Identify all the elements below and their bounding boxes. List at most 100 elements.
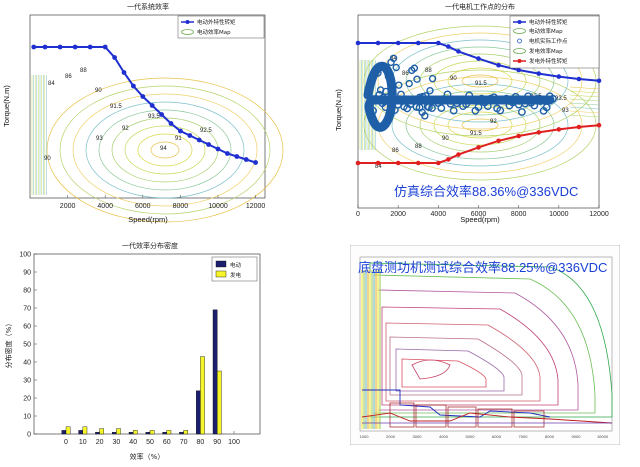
test-region-box: [513, 410, 545, 428]
x-tick-label: 1000: [360, 434, 370, 439]
operating-point: [409, 96, 418, 105]
contour-label: 93.5: [148, 114, 160, 120]
contour-label: 90: [450, 76, 457, 82]
x-tick-label: 2000: [386, 434, 396, 439]
y-axis-label: 分布密度（%）: [4, 320, 13, 369]
chart-title: 一代效率分布密度: [122, 241, 178, 250]
bar-motoring: [162, 431, 168, 435]
bar-motoring: [95, 431, 100, 435]
bar-generating: [166, 430, 172, 435]
operating-point: [384, 72, 393, 81]
legend-label-2: 电机实际工作点: [529, 37, 568, 45]
x-tick-label: 50: [146, 439, 154, 446]
efficiency-contours: [361, 262, 613, 429]
legend: 电动外特性转矩 电动效率Map: [177, 15, 265, 39]
torque-envelope-point: [456, 49, 461, 54]
operating-point: [381, 103, 390, 112]
peak-torque-point: [215, 146, 221, 152]
operating-point: [536, 97, 545, 105]
torque-envelope-point: [436, 40, 441, 46]
torque-envelope-line: [358, 124, 600, 164]
x-tick-label: 60: [163, 439, 171, 446]
bar-generating: [183, 430, 189, 435]
legend-label-3: 发电效率Map: [529, 47, 563, 55]
operating-point: [462, 100, 471, 109]
y-tick-label: 70: [23, 306, 31, 313]
torque-envelope-point: [375, 40, 381, 46]
x-tick-label: 5000: [466, 434, 476, 439]
peak-torque-point: [243, 157, 249, 162]
x-tick-label: 12000: [589, 211, 609, 218]
operating-point: [412, 103, 421, 111]
x-tick-label: 12000: [246, 203, 266, 210]
x-tick-label: 2000: [390, 211, 406, 218]
contour-line: [569, 86, 600, 90]
x-axis-label: Speed(rpm): [460, 215, 500, 224]
contour-line: [150, 141, 180, 159]
operating-point: [437, 104, 446, 112]
contour-line: [72, 93, 258, 207]
x-tick-label: 6000: [135, 203, 151, 210]
y-axis-label: Torque(N.m): [2, 85, 11, 127]
operating-point: [418, 92, 427, 101]
simulation-efficiency-annotation: 仿真综合效率88.36%@336VDC: [394, 184, 578, 199]
contour-line: [98, 109, 232, 191]
contour-line: [391, 83, 569, 167]
peak-torque-point: [206, 142, 212, 147]
x-tick-label: 4000: [431, 211, 447, 218]
operating-point: [496, 106, 505, 115]
operating-point: [524, 92, 533, 101]
peak-torque-point: [121, 70, 127, 75]
torque-envelope-point: [516, 67, 521, 73]
operating-point: [400, 103, 408, 111]
plot-area: [29, 14, 266, 199]
x-tick-label: 6000: [471, 211, 487, 218]
peak-torque-point: [42, 44, 48, 50]
peak-torque-point: [112, 55, 117, 60]
contour-label: 91: [175, 136, 182, 142]
test-region-box: [447, 406, 477, 428]
bar-motoring: [78, 430, 83, 435]
efficiency-contours: 84 86 88 90 91.5 92 93 93.5 94 91 92.5 90: [31, 68, 284, 223]
contour-line: [389, 336, 523, 396]
bar-motoring: [145, 431, 151, 435]
operating-point: [542, 103, 551, 112]
contour-line: [46, 77, 284, 223]
operating-point: [440, 96, 449, 105]
x-tick-label: 7000: [519, 434, 529, 439]
bar-generating: [149, 430, 155, 435]
bar-motoring: [111, 431, 117, 435]
contour-line: [85, 101, 245, 199]
contour-line: [401, 358, 487, 388]
contour-label: 91.5: [110, 104, 122, 110]
operating-point: [443, 90, 452, 99]
chart-efficiency-distribution: 一代效率分布密度 0 10 20 30 40 50 60 70 80 90 100 0 10 20 30 4…: [0, 238, 300, 463]
contour-line: [395, 348, 505, 392]
x-tick-label: 10000: [597, 434, 609, 439]
contour-label: 90: [44, 156, 51, 162]
operating-point: [389, 54, 398, 62]
x-tick-label: 8000: [511, 211, 527, 218]
bar-motoring: [179, 431, 184, 435]
torque-envelope-point: [446, 44, 451, 49]
contour-label: 86: [392, 148, 399, 154]
operating-point: [474, 103, 483, 112]
operating-point: [490, 93, 498, 102]
contour-label: 93.5: [555, 96, 567, 102]
operating-point: [449, 106, 458, 115]
operating-point: [402, 95, 411, 103]
operating-point: [374, 69, 382, 77]
bar-generating: [116, 428, 121, 435]
operating-point: [426, 86, 434, 95]
test-region-box: [477, 408, 513, 428]
peak-torque-point: [187, 133, 193, 138]
legend-label-1: 发电: [230, 271, 242, 279]
contour-line: [411, 359, 451, 380]
chart-title: 一代系统效率: [127, 2, 169, 11]
x-axis-label: Speed(rpm): [128, 215, 168, 224]
operating-point: [405, 79, 413, 88]
x-tick-label: 8000: [173, 203, 189, 210]
contour-line: [137, 133, 193, 167]
